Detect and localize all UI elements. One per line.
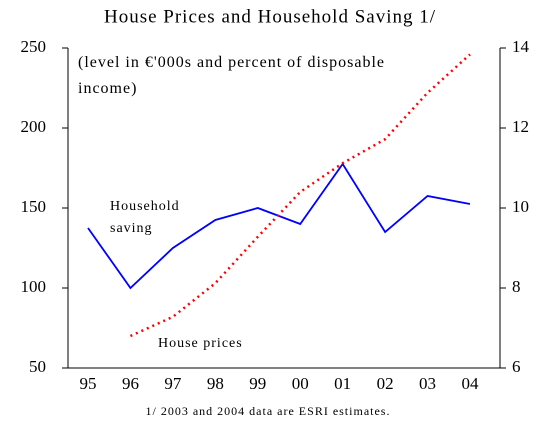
y2-tick-label: 10 xyxy=(512,197,529,216)
x-tick-label: 98 xyxy=(207,374,224,393)
x-tick-label: 01 xyxy=(334,374,351,393)
y2-tick-label: 12 xyxy=(512,117,529,136)
y2-tick-label: 14 xyxy=(512,37,530,56)
y-tick-label: 150 xyxy=(21,197,47,216)
x-tick-label: 95 xyxy=(80,374,97,393)
x-tick-label: 04 xyxy=(462,374,480,393)
y-tick-label: 200 xyxy=(21,117,47,136)
y2-tick-label: 6 xyxy=(512,357,521,376)
y-tick-label: 250 xyxy=(21,37,47,56)
x-tick-label: 97 xyxy=(164,374,182,393)
y2-tick-label: 8 xyxy=(512,277,521,296)
x-tick-label: 96 xyxy=(122,374,139,393)
y-tick-label: 50 xyxy=(29,357,46,376)
x-tick-label: 02 xyxy=(377,374,394,393)
x-tick-label: 00 xyxy=(292,374,309,393)
x-tick-label: 99 xyxy=(249,374,266,393)
chart-title: House Prices and Household Saving 1/ xyxy=(104,6,436,27)
y-tick-label: 100 xyxy=(21,277,47,296)
subtitle: (level in €'000s and percent of disposab… xyxy=(78,54,386,97)
series-line xyxy=(129,53,471,338)
footnote: 1/ 2003 and 2004 data are ESRI estimates… xyxy=(146,404,391,418)
x-tick-label: 03 xyxy=(419,374,436,393)
series-label: Household saving xyxy=(110,199,180,236)
series-label: House prices xyxy=(158,336,243,351)
